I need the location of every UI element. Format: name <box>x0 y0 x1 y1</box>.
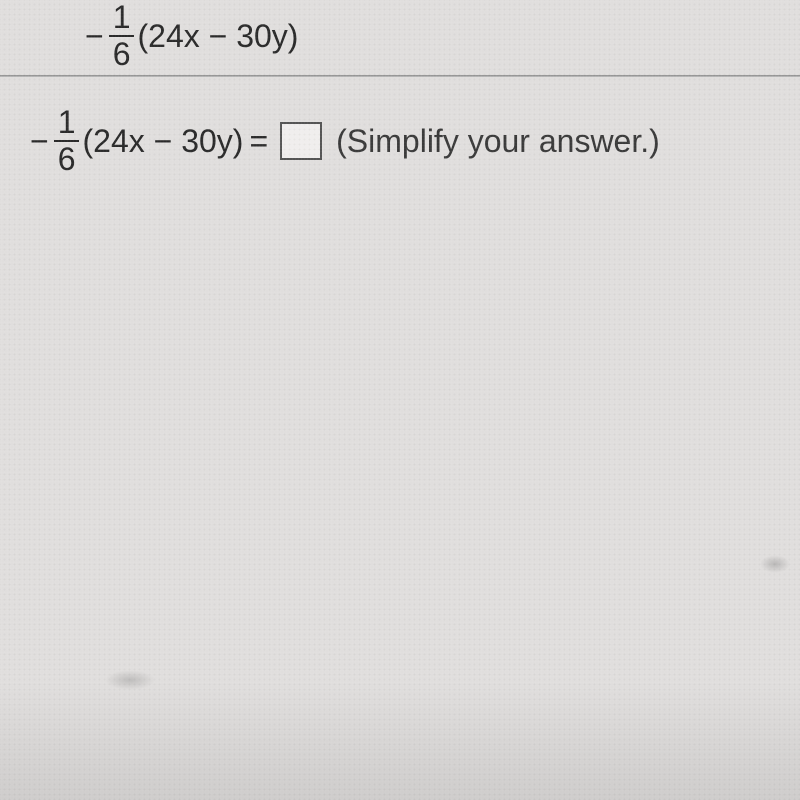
open-paren: ( <box>137 18 148 54</box>
numerator: 1 <box>109 0 135 37</box>
bottom-shadow <box>0 680 800 800</box>
term1-coefficient: 24 <box>93 123 129 159</box>
parenthetical-term: (24x − 30y) <box>137 18 298 55</box>
denominator: 6 <box>54 142 80 177</box>
open-paren: ( <box>82 123 93 159</box>
fraction-one-sixth: 1 6 <box>54 105 80 177</box>
numerator: 1 <box>54 105 80 142</box>
minus-operator: − <box>209 18 228 54</box>
parenthetical-term: (24x − 30y) <box>82 123 243 160</box>
screen-smudge <box>760 555 790 573</box>
minus-sign: − <box>85 18 104 55</box>
close-paren: ) <box>288 18 299 54</box>
minus-operator: − <box>154 123 173 159</box>
problem-expression: − 1 6 (24x − 30y) <box>85 0 298 72</box>
close-paren: ) <box>233 123 244 159</box>
instruction-text: (Simplify your answer.) <box>336 123 660 160</box>
term1-coefficient: 24 <box>148 18 184 54</box>
term2-coefficient: 30 <box>236 18 272 54</box>
denominator: 6 <box>109 37 135 72</box>
equals-sign: = <box>249 123 268 160</box>
term2-variable: y <box>272 18 288 54</box>
minus-sign: − <box>30 123 49 160</box>
fraction-one-sixth: 1 6 <box>109 0 135 72</box>
term1-variable: x <box>184 18 200 54</box>
term2-coefficient: 30 <box>181 123 217 159</box>
answer-expression-row: − 1 6 (24x − 30y) = (Simplify your answe… <box>30 105 660 177</box>
screen-smudge <box>105 670 155 690</box>
answer-input[interactable] <box>280 122 322 160</box>
section-divider <box>0 75 800 77</box>
term1-variable: x <box>129 123 145 159</box>
term2-variable: y <box>217 123 233 159</box>
